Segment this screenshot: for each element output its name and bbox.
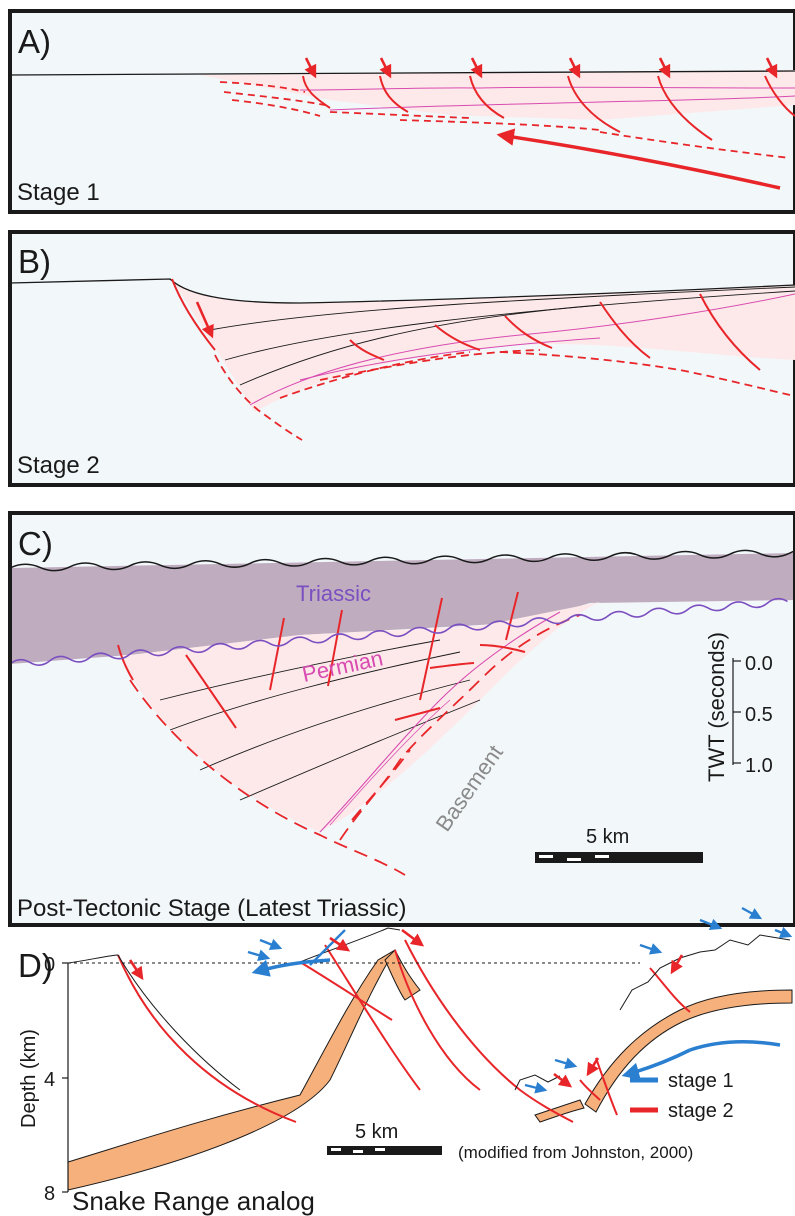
panel-c-scale-bar: 5 km (535, 826, 703, 863)
panel-c-faults (117, 591, 526, 729)
panel-c-scale-label: 5 km (586, 826, 629, 848)
panel-c-basin (120, 602, 600, 832)
panel-d-stage1-arrows (247, 906, 793, 1094)
panel-d-letter: D) (18, 947, 53, 984)
panel-a-letter: A) (18, 23, 51, 60)
panel-a: A) Stage 1 (8, 9, 795, 214)
panel-a-basin (200, 70, 795, 120)
twt-axis: 0.0 0.5 1.0 TWT (seconds) (704, 632, 773, 782)
twt-tick-1: 0.5 (745, 704, 773, 726)
depth-axis-label: Depth (km) (18, 1029, 40, 1128)
panel-d-scale-bar: 5 km (327, 1121, 442, 1155)
unit-label-triassic: Triassic (296, 581, 371, 606)
panel-c: C) Triassic Permian Basement 0.0 0.5 1.0… (8, 511, 795, 927)
panel-d-credit: (modified from Johnston, 2000) (458, 1143, 693, 1162)
panel-b-faults (171, 278, 761, 371)
panel-b-letter: B) (18, 243, 51, 280)
panel-b-detachments (214, 349, 791, 441)
panel-c-upper-unconformity (10, 548, 795, 572)
panel-c-triassic-layer (10, 553, 795, 664)
depth-tick-0: 0 (44, 954, 55, 976)
legend-stage1: stage 1 (668, 1070, 734, 1092)
panel-d: D) (18, 906, 793, 1216)
panel-a-detachments (219, 81, 791, 159)
panel-b-stage-label: Stage 2 (17, 452, 100, 479)
depth-axis: 0 4 8 Depth (km) (18, 954, 69, 1205)
panel-c-stage-label: Post-Tectonic Stage (Latest Triassic) (17, 895, 406, 922)
depth-tick-8: 8 (44, 1183, 55, 1205)
panel-b-basin (172, 279, 795, 412)
panel-d-legend: stage 1 stage 2 (630, 1070, 734, 1122)
panel-b: B) Stage 2 (8, 230, 795, 487)
panel-d-orange-layers (67, 949, 793, 1191)
legend-stage2: stage 2 (668, 1100, 734, 1122)
panel-d-stage2-arrows (128, 928, 684, 1088)
panel-a-slip-arrows (304, 57, 778, 79)
twt-axis-label: TWT (seconds) (704, 632, 729, 782)
panel-c-letter: C) (18, 525, 53, 562)
panel-d-faults (117, 939, 691, 1123)
panel-c-lower-unconformity (10, 597, 788, 666)
panel-b-surface (9, 278, 795, 304)
panel-a-faults (302, 75, 795, 141)
panel-c-boundary-faults (129, 614, 581, 876)
depth-tick-4: 4 (44, 1069, 55, 1091)
panel-a-main-detachment (496, 128, 781, 190)
panel-a-stage-label: Stage 1 (17, 179, 100, 206)
panel-d-scale-label: 5 km (355, 1121, 398, 1143)
twt-tick-2: 1.0 (745, 755, 773, 777)
panel-d-caption: Snake Range analog (72, 1186, 315, 1216)
twt-tick-0: 0.0 (745, 653, 773, 675)
